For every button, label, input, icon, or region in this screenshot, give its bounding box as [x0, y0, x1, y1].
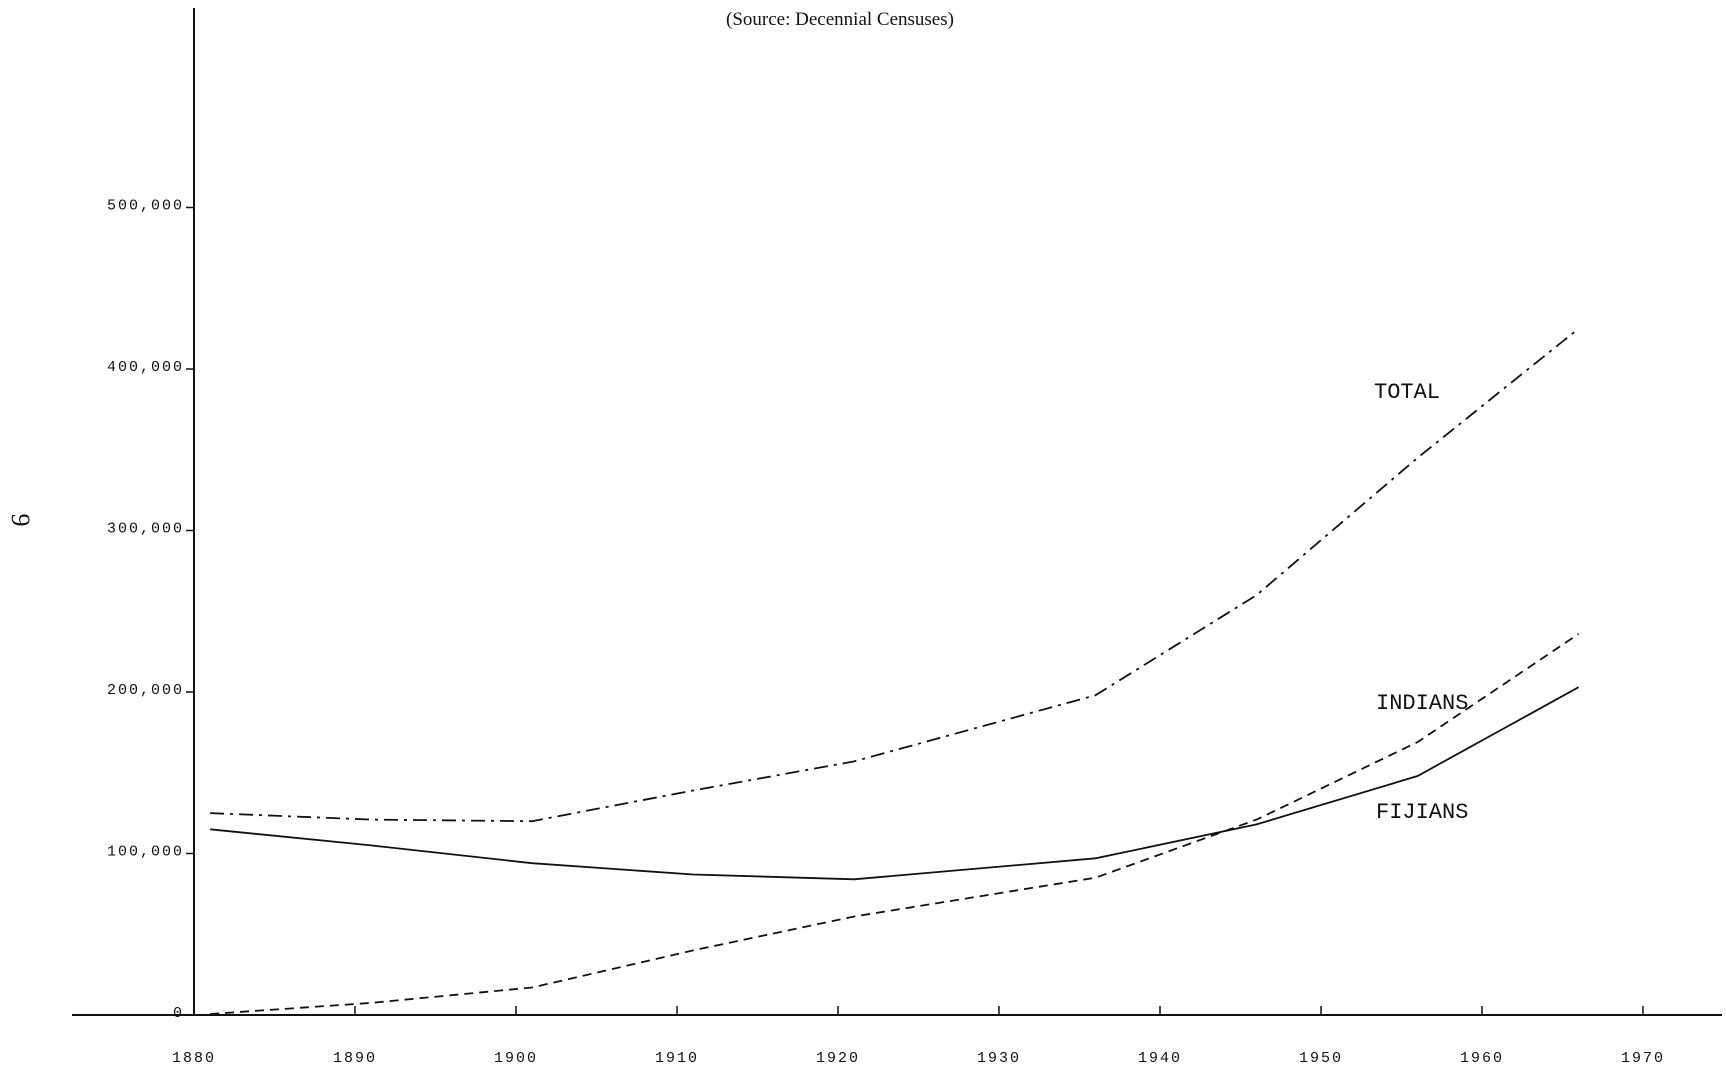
page-number: 9 — [6, 514, 35, 527]
series-line-fijians — [210, 686, 1580, 881]
y-axis-ticks: 0 100,000 200,000 300,000 400,000 500,000 — [107, 198, 194, 1022]
x-tick-label: 1890 — [333, 1050, 377, 1067]
x-tick-label: 1900 — [494, 1050, 538, 1067]
y-tick-label: 500,000 — [107, 198, 184, 215]
y-tick-label: 300,000 — [107, 521, 184, 538]
x-tick-label: 1950 — [1299, 1050, 1343, 1067]
x-tick-label: 1960 — [1460, 1050, 1504, 1067]
series-lines: TOTAL INDIANS FIJIANS — [210, 327, 1580, 1015]
y-tick-label: 100,000 — [107, 844, 184, 861]
series-label-total: TOTAL — [1374, 380, 1440, 405]
x-tick-label: 1930 — [977, 1050, 1021, 1067]
x-tick-label: 1970 — [1621, 1050, 1665, 1067]
x-tick-label: 1910 — [655, 1050, 699, 1067]
x-tick-label: 1920 — [816, 1050, 860, 1067]
y-tick-label: 200,000 — [107, 682, 184, 699]
x-tick-label: 1940 — [1138, 1050, 1182, 1067]
x-axis-ticks: 1880 1890 1900 1910 1920 1930 1940 1950 1960 1970 — [172, 1006, 1665, 1067]
series-line-total — [210, 327, 1580, 823]
series-label-indians: INDIANS — [1376, 691, 1468, 716]
chart-source-note: (Source: Decennial Censuses) — [726, 9, 954, 30]
y-tick-label: 0 — [173, 1005, 184, 1022]
series-line-indians — [210, 633, 1580, 1015]
y-tick-label: 400,000 — [107, 359, 184, 376]
x-tick-label: 1880 — [172, 1050, 216, 1067]
series-label-fijians: FIJIANS — [1376, 800, 1468, 825]
